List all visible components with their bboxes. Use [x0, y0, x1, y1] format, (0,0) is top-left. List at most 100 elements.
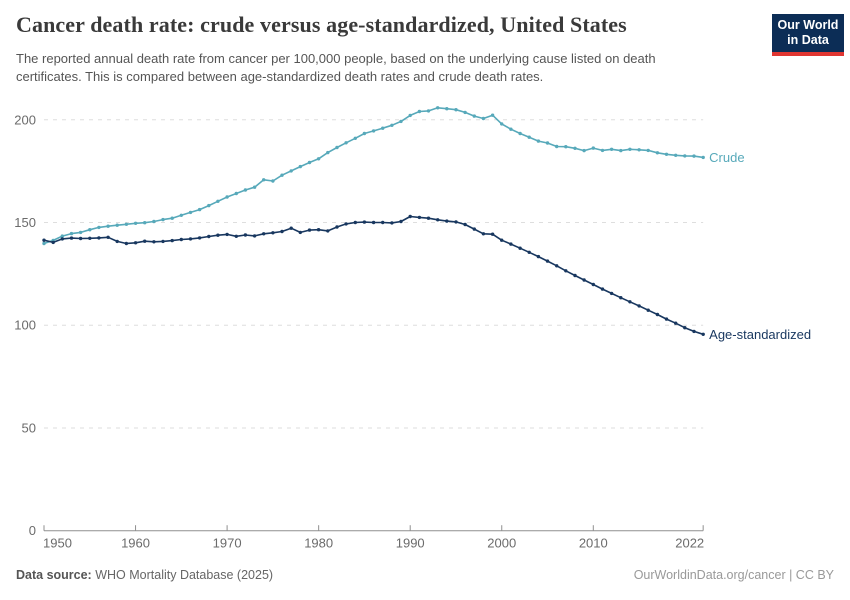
data-point-age-standardized[interactable] — [298, 230, 302, 235]
data-point-age-standardized[interactable] — [490, 232, 495, 236]
series-label-crude[interactable]: Crude — [709, 150, 744, 165]
data-point-crude[interactable] — [582, 148, 586, 153]
data-point-crude[interactable] — [188, 210, 193, 215]
data-point-crude[interactable] — [683, 154, 687, 158]
data-point-crude[interactable] — [555, 144, 559, 149]
data-point-age-standardized[interactable] — [390, 221, 394, 225]
data-point-age-standardized[interactable] — [481, 232, 486, 236]
data-point-age-standardized[interactable] — [692, 329, 696, 334]
data-point-age-standardized[interactable] — [78, 236, 83, 241]
data-point-crude[interactable] — [252, 185, 257, 189]
data-point-crude[interactable] — [78, 230, 83, 235]
data-point-age-standardized[interactable] — [628, 300, 632, 304]
data-point-age-standardized[interactable] — [371, 220, 376, 225]
data-point-age-standardized[interactable] — [463, 222, 467, 227]
data-point-crude[interactable] — [143, 221, 147, 225]
data-point-age-standardized[interactable] — [106, 235, 110, 239]
data-point-age-standardized[interactable] — [518, 246, 522, 250]
data-point-age-standardized[interactable] — [545, 259, 550, 263]
data-point-age-standardized[interactable] — [60, 237, 64, 241]
data-point-crude[interactable] — [225, 195, 229, 199]
data-point-crude[interactable] — [701, 155, 705, 160]
data-point-crude[interactable] — [124, 222, 129, 226]
data-point-crude[interactable] — [509, 127, 513, 131]
credit-link[interactable]: OurWorldinData.org/cancer | CC BY — [633, 568, 834, 582]
data-point-crude[interactable] — [490, 113, 495, 117]
data-point-crude[interactable] — [115, 223, 119, 227]
data-point-age-standardized[interactable] — [664, 317, 669, 321]
data-point-age-standardized[interactable] — [243, 233, 248, 237]
data-point-age-standardized[interactable] — [564, 269, 568, 273]
data-point-crude[interactable] — [42, 241, 46, 246]
data-point-crude[interactable] — [381, 126, 385, 130]
data-point-age-standardized[interactable] — [674, 321, 678, 325]
data-point-crude[interactable] — [326, 150, 330, 155]
data-point-crude[interactable] — [60, 234, 64, 238]
data-point-age-standardized[interactable] — [271, 231, 275, 235]
data-point-age-standardized[interactable] — [216, 233, 220, 237]
data-point-age-standardized[interactable] — [536, 254, 541, 259]
data-point-crude[interactable] — [527, 135, 531, 139]
data-point-age-standardized[interactable] — [573, 273, 577, 278]
data-point-age-standardized[interactable] — [408, 214, 412, 219]
data-point-age-standardized[interactable] — [500, 238, 504, 242]
data-point-age-standardized[interactable] — [445, 219, 449, 223]
data-point-crude[interactable] — [161, 217, 165, 222]
data-point-age-standardized[interactable] — [97, 236, 101, 240]
data-point-crude[interactable] — [454, 108, 458, 112]
data-point-age-standardized[interactable] — [527, 250, 531, 254]
data-point-age-standardized[interactable] — [353, 220, 357, 225]
data-point-crude[interactable] — [362, 131, 367, 136]
data-point-crude[interactable] — [88, 228, 92, 232]
data-point-age-standardized[interactable] — [152, 240, 156, 244]
series-line-age-standardized[interactable] — [43, 215, 705, 336]
data-point-age-standardized[interactable] — [225, 232, 229, 237]
data-point-crude[interactable] — [619, 148, 623, 153]
data-point-age-standardized[interactable] — [646, 308, 650, 312]
data-point-crude[interactable] — [655, 151, 660, 155]
data-point-age-standardized[interactable] — [252, 234, 257, 238]
data-point-crude[interactable] — [600, 148, 605, 153]
data-point-age-standardized[interactable] — [381, 220, 385, 225]
data-point-age-standardized[interactable] — [188, 237, 193, 241]
data-point-crude[interactable] — [417, 109, 422, 114]
data-point-crude[interactable] — [545, 141, 550, 145]
data-point-age-standardized[interactable] — [344, 222, 348, 226]
data-point-age-standardized[interactable] — [335, 225, 339, 229]
data-point-age-standardized[interactable] — [454, 220, 458, 224]
data-point-crude[interactable] — [179, 213, 183, 217]
data-point-crude[interactable] — [152, 219, 156, 224]
data-point-crude[interactable] — [674, 153, 678, 157]
data-point-crude[interactable] — [216, 199, 220, 203]
data-point-age-standardized[interactable] — [69, 236, 74, 240]
data-point-age-standardized[interactable] — [262, 232, 266, 236]
data-point-age-standardized[interactable] — [701, 332, 705, 336]
data-point-age-standardized[interactable] — [51, 240, 55, 245]
data-point-crude[interactable] — [371, 129, 376, 133]
data-point-age-standardized[interactable] — [619, 296, 623, 300]
data-point-crude[interactable] — [69, 231, 74, 236]
data-point-age-standardized[interactable] — [362, 220, 367, 224]
data-point-crude[interactable] — [609, 147, 614, 151]
data-point-age-standardized[interactable] — [637, 304, 641, 308]
data-point-age-standardized[interactable] — [509, 242, 513, 246]
data-point-crude[interactable] — [472, 114, 476, 118]
data-point-crude[interactable] — [106, 224, 110, 228]
data-point-age-standardized[interactable] — [683, 326, 687, 330]
data-point-crude[interactable] — [197, 207, 202, 212]
data-point-age-standardized[interactable] — [197, 236, 202, 240]
data-point-crude[interactable] — [436, 106, 440, 110]
data-point-age-standardized[interactable] — [42, 238, 46, 242]
owid-logo[interactable]: Our World in Data — [772, 14, 844, 56]
data-point-age-standardized[interactable] — [179, 237, 183, 242]
data-point-age-standardized[interactable] — [88, 236, 92, 240]
data-point-crude[interactable] — [390, 123, 394, 128]
data-point-crude[interactable] — [664, 152, 669, 156]
data-point-age-standardized[interactable] — [436, 218, 440, 222]
data-point-age-standardized[interactable] — [609, 291, 614, 296]
data-point-age-standardized[interactable] — [124, 241, 129, 246]
data-point-crude[interactable] — [170, 216, 174, 220]
data-point-crude[interactable] — [573, 146, 577, 150]
data-point-crude[interactable] — [591, 146, 595, 150]
data-point-crude[interactable] — [500, 122, 504, 126]
